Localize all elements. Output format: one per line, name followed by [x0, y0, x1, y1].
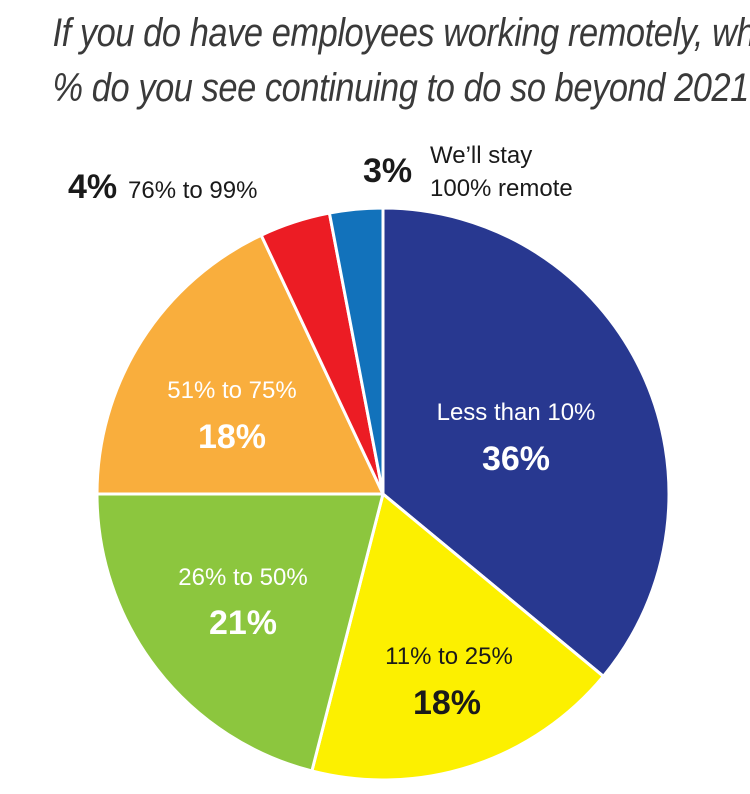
slice-label-100-remote-line-1: We’ll stay	[430, 142, 532, 169]
slice-value-26-to-50: 21%	[209, 604, 277, 642]
slice-label-26-to-50: 26% to 50%	[178, 564, 307, 591]
slice-label-51-to-75: 51% to 75%	[167, 377, 296, 404]
slice-value-100-remote: 3%	[363, 152, 412, 190]
slice-label-11-to-25: 11% to 25%	[385, 643, 513, 670]
chart-title: If you do have employees working remotel…	[52, 6, 750, 116]
slice-value-51-to-75: 18%	[198, 418, 266, 456]
pie-slice-3	[95, 233, 385, 496]
slice-value-76-to-99: 4%	[68, 168, 117, 206]
pie-slices	[95, 206, 671, 782]
title-line-2: % do you see continuing to do so beyond …	[52, 66, 750, 110]
slice-label-100-remote-line-2: 100% remote	[430, 175, 573, 202]
pie-slice-1	[310, 492, 605, 782]
pie-slice-5	[327, 206, 385, 496]
slice-value-11-to-25: 18%	[413, 684, 481, 722]
pie-slice-0	[381, 206, 671, 678]
slice-label-76-to-99: 76% to 99%	[128, 177, 257, 204]
title-line-1: If you do have employees working remotel…	[52, 11, 750, 55]
slice-value-less-than-10: 36%	[482, 440, 550, 478]
slice-label-less-than-10: Less than 10%	[437, 399, 596, 426]
pie-slice-2	[95, 492, 385, 773]
